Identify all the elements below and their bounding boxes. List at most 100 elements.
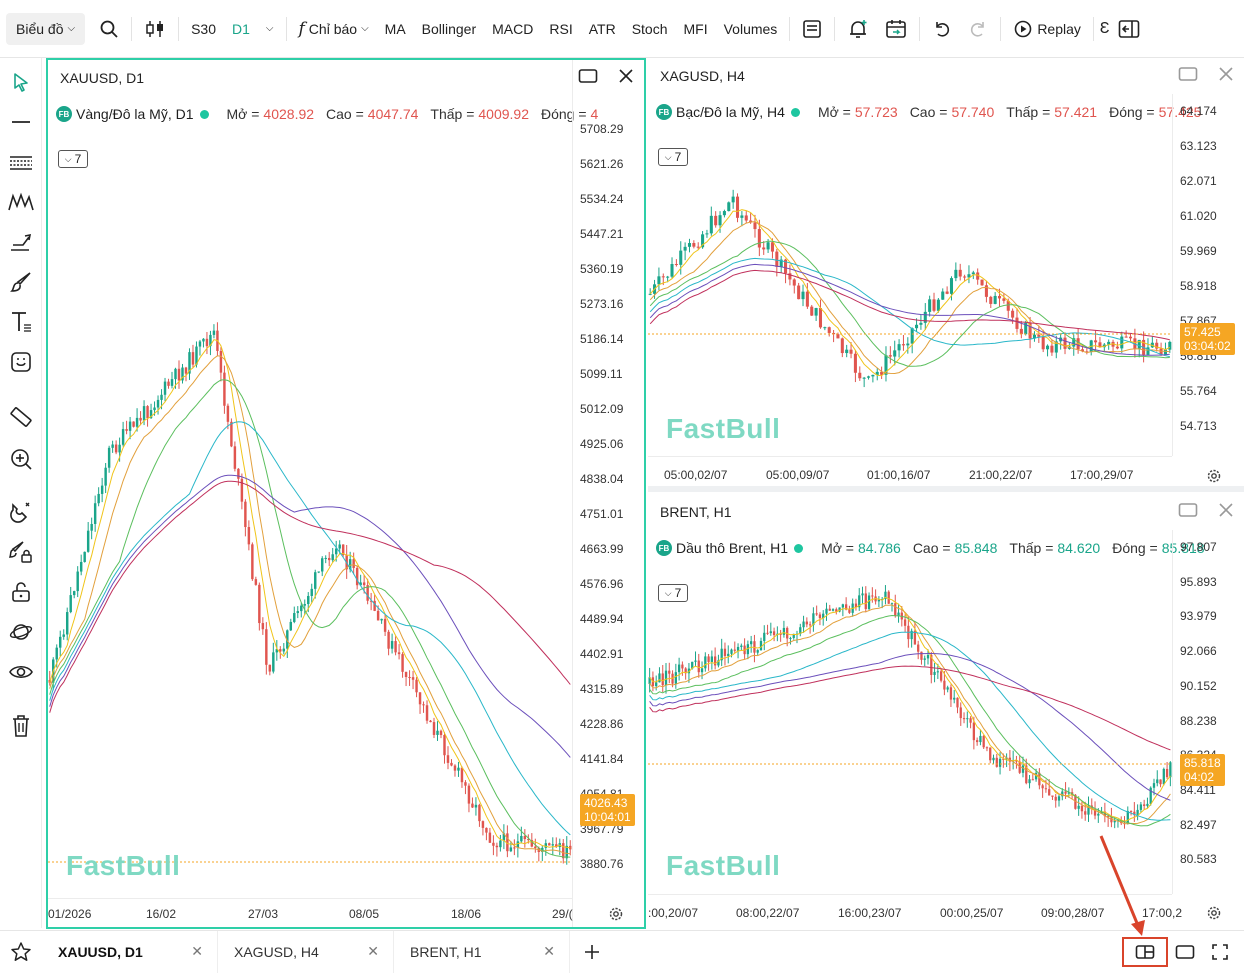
close-icon[interactable]: ✕ — [367, 943, 379, 959]
indicator-atr[interactable]: ATR — [588, 20, 616, 37]
tab-brent[interactable]: BRENT, H1 ✕ — [394, 930, 570, 973]
close-icon[interactable] — [1218, 502, 1234, 518]
candle-body — [997, 295, 1002, 299]
chart-panel-xagusd[interactable]: XAGUSD, H4 FB Bạc/Đô la Mỹ, H4 Mở = 57.7… — [648, 58, 1244, 492]
indicator-rsi[interactable]: RSI — [549, 20, 573, 37]
close-icon[interactable] — [618, 68, 634, 84]
candle-body — [170, 379, 174, 386]
indicator-collapse-button[interactable]: ⌵ 7 — [658, 584, 688, 602]
close-icon[interactable] — [1218, 66, 1234, 82]
zoom-in-tool[interactable] — [7, 445, 35, 473]
candle-body — [79, 561, 83, 572]
fib-tool[interactable] — [7, 148, 35, 176]
candle-body — [936, 671, 939, 673]
candle-body — [373, 600, 376, 611]
close-icon[interactable]: ✕ — [191, 943, 203, 959]
fullscreen-button[interactable] — [1207, 939, 1233, 965]
redo-button[interactable] — [960, 13, 996, 45]
candlestick-chart[interactable] — [648, 94, 1172, 454]
candle-body — [838, 607, 841, 612]
brush-tool[interactable] — [7, 268, 35, 296]
visibility-tool[interactable] — [7, 658, 35, 686]
indicator-mfi[interactable]: MFI — [683, 20, 708, 37]
global-tool[interactable] — [7, 618, 35, 646]
magnet-tool[interactable] — [7, 498, 35, 526]
candle-body — [65, 612, 69, 635]
price-axis[interactable]: 64.174 63.123 62.071 61.020 59.969 58.918 57.8… — [1176, 58, 1238, 458]
chart-type-dropdown[interactable]: Biểu đồ ⌵ — [6, 12, 86, 45]
settings-gear-icon[interactable] — [608, 906, 624, 922]
price-axis[interactable]: 97.80795.89393.97992.06690.15288.23886.3… — [1176, 494, 1238, 894]
pattern-tool[interactable] — [7, 188, 35, 216]
unlock-tool[interactable] — [7, 578, 35, 606]
maximize-icon[interactable] — [1178, 66, 1198, 82]
candle-body — [359, 582, 362, 586]
candle-body — [1169, 762, 1172, 778]
text-tool[interactable] — [7, 308, 35, 336]
alert-button[interactable] — [839, 13, 877, 45]
indicators-button[interactable]: 𝑓 Chỉ báo ⌵ — [291, 13, 377, 45]
time-axis[interactable]: :00,20/07 08:00,22/07 16:00,23/07 00:00,… — [648, 894, 1182, 924]
single-layout-button[interactable] — [1172, 939, 1198, 965]
close-icon[interactable]: ✕ — [543, 943, 555, 959]
tab-xagusd[interactable]: XAGUSD, H4 ✕ — [218, 930, 394, 973]
ruler-tool[interactable] — [7, 403, 35, 431]
emoji-tool[interactable] — [7, 348, 35, 376]
settings-gear-icon[interactable] — [1206, 905, 1222, 921]
indicator-ma[interactable]: MA — [384, 20, 406, 37]
candlestick-chart[interactable] — [48, 120, 572, 900]
tab-xauusd[interactable]: XAUUSD, D1 ✕ — [42, 930, 218, 973]
sticker-icon — [11, 352, 31, 372]
ohlc-legend: FB Bạc/Đô la Mỹ, H4 Mở = 57.723 Cao = 57… — [656, 104, 1202, 120]
chart-panel-brent[interactable]: BRENT, H1 FB Dầu thô Brent, H1 Mở = 84.7… — [648, 494, 1244, 930]
candle-body — [418, 692, 422, 705]
last-price-tag: 4026.43 10:04:01 — [580, 794, 635, 826]
layout-split-button[interactable] — [1122, 937, 1168, 967]
candle-body — [338, 544, 341, 549]
last-price-tag: 85.818 04:02 — [1180, 754, 1225, 786]
price-tick: 4838.04 — [580, 472, 624, 486]
candle-body — [797, 285, 801, 300]
candlestick-chart[interactable] — [648, 564, 1172, 864]
timeframe-d1[interactable]: D1 — [232, 20, 250, 37]
candle-body — [1048, 789, 1051, 796]
favorites-button[interactable] — [0, 931, 42, 973]
line-tool[interactable] — [7, 108, 35, 136]
indicator-collapse-button[interactable]: ⌵ 7 — [658, 148, 688, 166]
maximize-icon[interactable] — [1178, 502, 1198, 518]
indicator-collapse-button[interactable]: ⌵ 7 — [58, 150, 88, 168]
low-value: 84.620 — [1057, 540, 1101, 556]
indicator-bollinger[interactable]: Bollinger — [421, 20, 477, 37]
cursor-tool[interactable] — [7, 68, 35, 96]
indicator-volumes[interactable]: Volumes — [723, 20, 778, 37]
price-tick: 3880.76 — [580, 857, 624, 871]
exit-button[interactable] — [1112, 13, 1146, 45]
timeframe-dropdown[interactable]: ⌵ — [258, 13, 282, 45]
text-tool-button[interactable]: Ɛ — [1098, 13, 1112, 45]
replay-button[interactable]: Replay — [1005, 13, 1089, 45]
undo-button[interactable] — [924, 13, 960, 45]
templates-button[interactable] — [794, 13, 830, 45]
candle-body — [936, 299, 940, 311]
candle-body — [893, 350, 897, 357]
price-tick: 62.071 — [1180, 174, 1217, 188]
time-axis[interactable]: 05:00,02/07 05:00,09/07 01:00,16/07 21:0… — [648, 456, 1172, 486]
projection-tool[interactable] — [7, 228, 35, 256]
delete-tool[interactable] — [7, 712, 35, 740]
maximize-icon[interactable] — [578, 68, 598, 84]
add-tab-button[interactable] — [570, 931, 614, 973]
candle-body — [321, 558, 324, 572]
timeframe-s30[interactable]: S30 — [191, 20, 216, 37]
indicator-stoch[interactable]: Stoch — [631, 20, 668, 37]
candle-body — [799, 627, 802, 634]
price-axis[interactable]: 5708.29 5621.26 5534.24 5447.21 5360.19 5273.… — [576, 60, 632, 900]
lock-drawing-tool[interactable] — [7, 538, 35, 566]
candle-body — [565, 845, 568, 859]
chart-panel-xauusd[interactable]: XAUUSD, D1 FB Vàng/Đô la Mỹ, D1 Mở = 402… — [46, 58, 646, 929]
indicator-macd[interactable]: MACD — [492, 20, 534, 37]
settings-gear-icon[interactable] — [1206, 468, 1222, 484]
search-button[interactable] — [91, 13, 127, 45]
calendar-button[interactable] — [877, 13, 915, 45]
candle-style-button[interactable] — [136, 13, 174, 45]
time-axis[interactable]: 01/2026 16/02 27/03 08/05 18/06 29/( — [48, 898, 573, 927]
